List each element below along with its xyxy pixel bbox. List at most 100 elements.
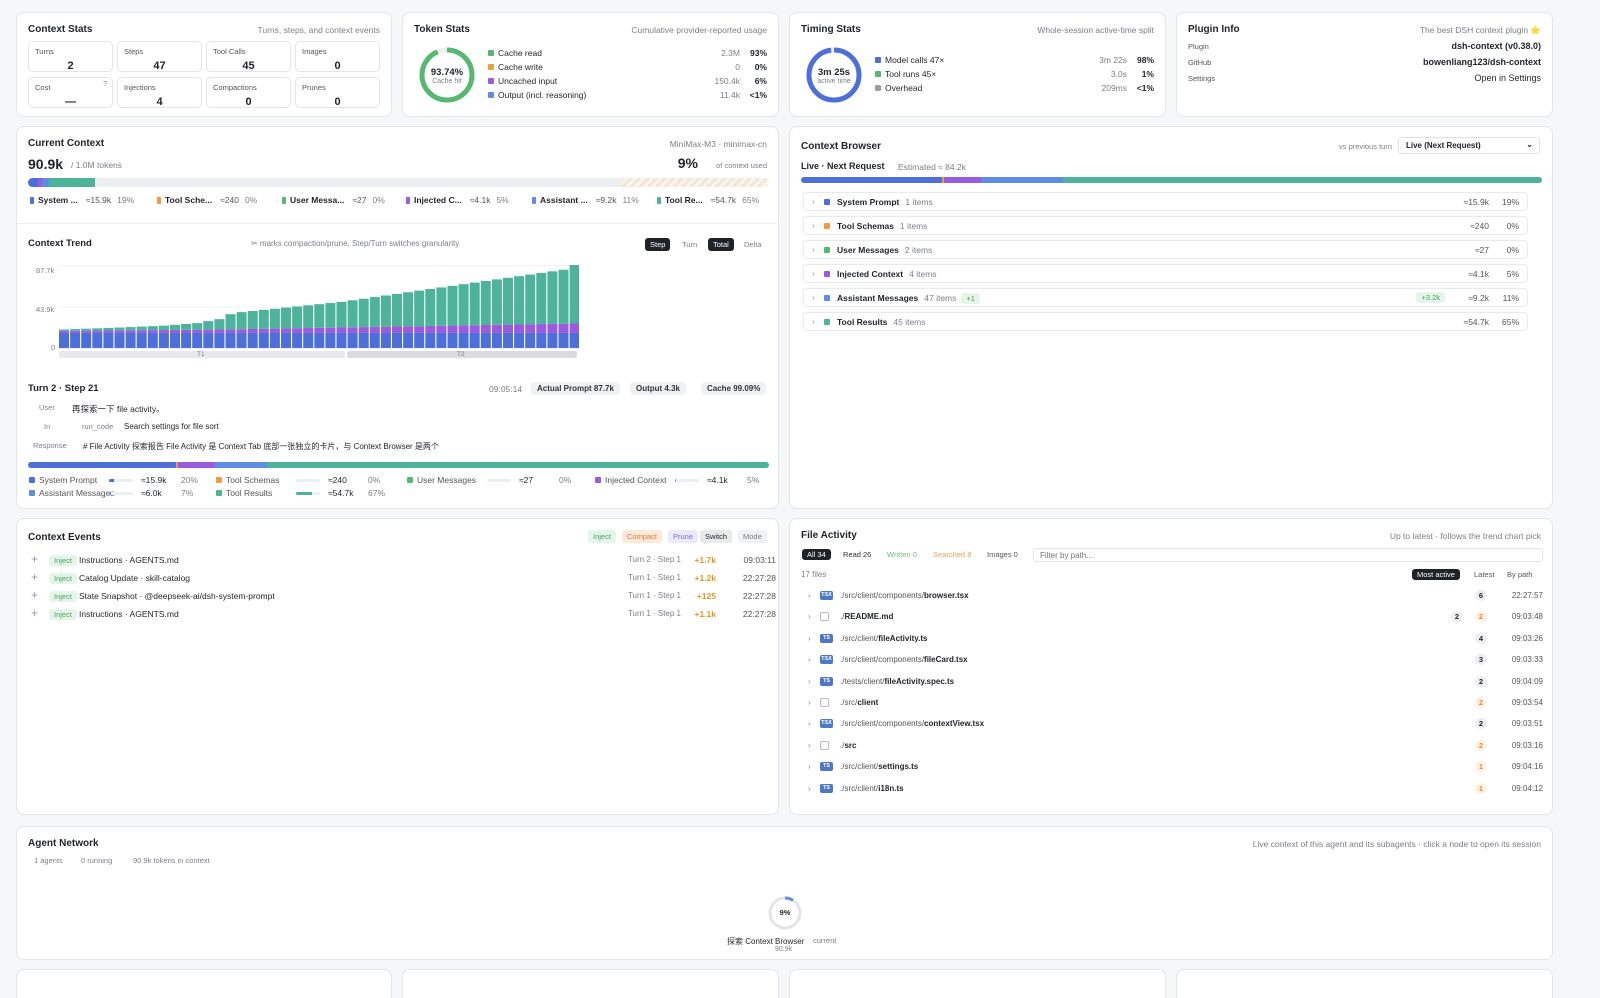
trend-bar-tool-results[interactable] (136, 326, 147, 331)
trend-bar-other[interactable] (281, 328, 291, 333)
plus-icon[interactable]: + (31, 570, 39, 584)
trend-bar-tool-results[interactable] (114, 327, 125, 331)
trend-bar-system-prompt[interactable] (469, 332, 480, 348)
trend-bar-other[interactable] (569, 323, 579, 333)
tab-searched[interactable]: Searched 8 (933, 550, 972, 559)
trend-bar-tool-results[interactable] (181, 323, 192, 330)
trend-bar-system-prompt[interactable] (358, 332, 369, 348)
browser-row-assistant-messages[interactable]: › Assistant Messages 47 items +1 +3.2k ≈9.2k 1… (803, 288, 1528, 307)
trend-bar-system-prompt[interactable] (59, 332, 69, 348)
trend-bar-tool-results[interactable] (292, 306, 303, 329)
chevron-right-icon[interactable]: › (808, 762, 811, 772)
trend-bar-tool-results[interactable] (403, 292, 414, 327)
trend-bar-other[interactable] (170, 329, 180, 333)
trend-bar-system-prompt[interactable] (436, 332, 447, 348)
trend-bar-tool-results[interactable] (125, 327, 136, 331)
tab-images[interactable]: Images 0 (987, 550, 1018, 559)
trend-bar-tool-results[interactable] (458, 284, 469, 326)
trend-bar-other[interactable] (247, 328, 258, 333)
event-row[interactable]: + Inject Catalog Update · skill-catalog Tur… (31, 570, 776, 588)
trend-bar-other[interactable] (203, 329, 214, 333)
trend-bar-tool-results[interactable] (491, 279, 502, 325)
trend-bar-system-prompt[interactable] (414, 332, 425, 348)
trend-bar-tool-results[interactable] (325, 303, 336, 328)
trend-bar-other[interactable] (158, 330, 169, 333)
trend-bar-tool-results[interactable] (569, 265, 579, 324)
trend-bar-tool-results[interactable] (525, 274, 536, 325)
trend-bar-other[interactable] (558, 323, 569, 333)
trend-bar-system-prompt[interactable] (103, 332, 114, 348)
trend-bar-system-prompt[interactable] (147, 332, 158, 348)
browser-row-tool-schemas[interactable]: › Tool Schemas 1 items ≈240 0% (803, 216, 1528, 235)
trend-bar-other[interactable] (92, 330, 103, 333)
trend-bar-other[interactable] (125, 330, 136, 333)
trend-bar-tool-results[interactable] (314, 304, 325, 328)
filter-compact[interactable]: Compact (622, 530, 663, 543)
chevron-right-icon[interactable]: › (808, 740, 811, 750)
trend-bar-tool-results[interactable] (81, 328, 92, 331)
trend-bar-other[interactable] (147, 330, 158, 333)
file-row[interactable]: › DOC ./README.md 22 09:03:48 (808, 610, 1543, 626)
trend-bar-system-prompt[interactable] (214, 332, 225, 348)
trend-bar-system-prompt[interactable] (258, 332, 269, 348)
filter-mode[interactable]: Mode (738, 530, 767, 543)
browser-row-tool-results[interactable]: › Tool Results 45 items ≈54.7k 65% (803, 312, 1528, 331)
trend-bar-system-prompt[interactable] (269, 332, 280, 348)
trend-bar-tool-results[interactable] (347, 300, 358, 328)
context-trend-chart[interactable] (59, 265, 579, 361)
chevron-right-icon[interactable]: › (812, 317, 815, 326)
chevron-right-icon[interactable]: › (808, 698, 811, 707)
plugin-settings-value[interactable]: Open in Settings (1474, 73, 1541, 83)
trend-bar-tool-results[interactable] (225, 314, 236, 330)
trend-bar-other[interactable] (136, 330, 147, 333)
trend-bar-other[interactable] (81, 330, 92, 333)
trend-bar-other[interactable] (59, 330, 69, 333)
trend-bar-tool-results[interactable] (59, 329, 69, 331)
trend-bar-other[interactable] (380, 326, 391, 333)
browser-row-user-messages[interactable]: › User Messages 2 items ≈27 0% (803, 240, 1528, 259)
plus-icon[interactable]: + (31, 588, 39, 602)
trend-bar-other[interactable] (503, 324, 513, 333)
trend-bar-system-prompt[interactable] (136, 332, 147, 348)
trend-bar-tool-results[interactable] (436, 287, 447, 326)
trend-bar-other[interactable] (458, 325, 469, 333)
trend-bar-other[interactable] (303, 328, 314, 333)
trend-bar-other[interactable] (514, 324, 525, 333)
filter-prune[interactable]: Prune (668, 530, 699, 543)
sort-by-path[interactable]: By path (1507, 570, 1533, 579)
trend-bar-system-prompt[interactable] (125, 332, 136, 348)
trend-bar-system-prompt[interactable] (281, 332, 291, 348)
trend-bar-other[interactable] (103, 330, 114, 333)
file-row[interactable]: › TS ./src/client/i18n.ts 1 09:04:12 (808, 782, 1543, 798)
chevron-right-icon[interactable]: › (808, 676, 811, 686)
trend-bar-other[interactable] (192, 329, 203, 333)
trend-bar-system-prompt[interactable] (314, 332, 325, 348)
tab-read[interactable]: Read 26 (843, 550, 872, 559)
trend-bar-tool-results[interactable] (247, 310, 258, 329)
trend-bar-other[interactable] (258, 328, 269, 333)
trend-bar-tool-results[interactable] (480, 280, 491, 326)
trend-bar-system-prompt[interactable] (303, 332, 314, 348)
file-row[interactable]: › TSX ./src/client/components/browser.tsx 6… (808, 589, 1543, 605)
trend-bar-system-prompt[interactable] (514, 332, 525, 348)
trend-bar-tool-results[interactable] (336, 301, 347, 328)
trend-bar-system-prompt[interactable] (170, 332, 180, 348)
trend-bar-system-prompt[interactable] (458, 332, 469, 348)
trend-bar-system-prompt[interactable] (536, 332, 547, 348)
trend-bar-other[interactable] (491, 324, 502, 333)
sort-latest[interactable]: Latest (1474, 570, 1495, 579)
toggle-delta[interactable]: Delta (744, 240, 762, 249)
trend-bar-system-prompt[interactable] (547, 332, 558, 348)
trend-bar-system-prompt[interactable] (369, 332, 380, 348)
event-row[interactable]: + Inject Instructions · AGENTS.md Turn 2 · … (31, 552, 776, 570)
trend-bar-tool-results[interactable] (536, 272, 547, 325)
trend-bar-system-prompt[interactable] (491, 332, 502, 348)
trend-bar-other[interactable] (114, 330, 125, 333)
tab-all[interactable]: All 34 (802, 549, 831, 560)
file-row[interactable]: › DOC ./src 2 09:03:16 (808, 739, 1543, 755)
trend-bar-tool-results[interactable] (369, 297, 380, 327)
trend-bar-tool-results[interactable] (469, 282, 480, 326)
trend-bar-other[interactable] (70, 330, 81, 333)
trend-bar-tool-results[interactable] (236, 312, 247, 330)
chevron-right-icon[interactable]: › (808, 612, 811, 622)
